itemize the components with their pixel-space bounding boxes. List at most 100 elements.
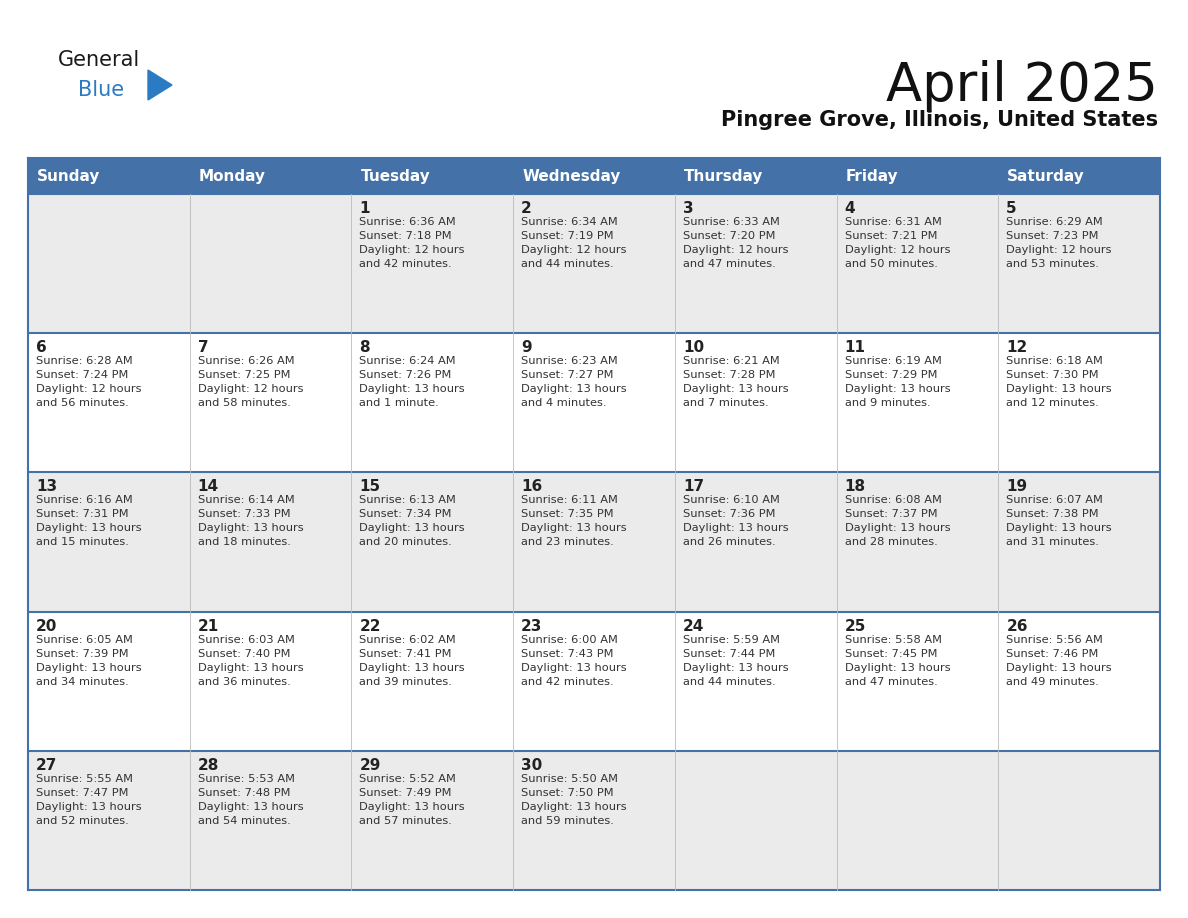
Text: and 9 minutes.: and 9 minutes. (845, 398, 930, 409)
Text: 12: 12 (1006, 341, 1028, 355)
Text: 15: 15 (360, 479, 380, 495)
Text: and 53 minutes.: and 53 minutes. (1006, 259, 1099, 269)
Text: Sunset: 7:36 PM: Sunset: 7:36 PM (683, 509, 776, 520)
Text: 9: 9 (522, 341, 532, 355)
Text: 28: 28 (197, 757, 219, 773)
Text: and 18 minutes.: and 18 minutes. (197, 537, 291, 547)
Text: Sunset: 7:47 PM: Sunset: 7:47 PM (36, 788, 128, 798)
Text: Sunrise: 6:10 AM: Sunrise: 6:10 AM (683, 496, 779, 506)
Text: Sunrise: 6:33 AM: Sunrise: 6:33 AM (683, 217, 779, 227)
Text: and 36 minutes.: and 36 minutes. (197, 677, 290, 687)
Text: and 47 minutes.: and 47 minutes. (845, 677, 937, 687)
Text: and 50 minutes.: and 50 minutes. (845, 259, 937, 269)
Text: Sunrise: 6:26 AM: Sunrise: 6:26 AM (197, 356, 295, 366)
Text: Sunrise: 5:56 AM: Sunrise: 5:56 AM (1006, 634, 1104, 644)
Text: and 20 minutes.: and 20 minutes. (360, 537, 453, 547)
Text: Sunset: 7:35 PM: Sunset: 7:35 PM (522, 509, 614, 520)
Text: Daylight: 13 hours: Daylight: 13 hours (360, 663, 465, 673)
Text: Sunrise: 5:52 AM: Sunrise: 5:52 AM (360, 774, 456, 784)
Text: 6: 6 (36, 341, 46, 355)
Text: Friday: Friday (846, 169, 898, 184)
Text: Daylight: 13 hours: Daylight: 13 hours (360, 523, 465, 533)
Text: Sunset: 7:34 PM: Sunset: 7:34 PM (360, 509, 451, 520)
Text: Daylight: 12 hours: Daylight: 12 hours (360, 245, 465, 255)
Text: Sunrise: 6:18 AM: Sunrise: 6:18 AM (1006, 356, 1104, 366)
Text: Sunset: 7:43 PM: Sunset: 7:43 PM (522, 649, 614, 658)
Text: and 28 minutes.: and 28 minutes. (845, 537, 937, 547)
Text: and 58 minutes.: and 58 minutes. (197, 398, 291, 409)
Text: 23: 23 (522, 619, 543, 633)
Text: Daylight: 13 hours: Daylight: 13 hours (1006, 523, 1112, 533)
Text: Daylight: 13 hours: Daylight: 13 hours (1006, 663, 1112, 673)
Text: Sunrise: 6:14 AM: Sunrise: 6:14 AM (197, 496, 295, 506)
Text: Sunset: 7:27 PM: Sunset: 7:27 PM (522, 370, 614, 380)
Text: 24: 24 (683, 619, 704, 633)
Text: Daylight: 13 hours: Daylight: 13 hours (683, 385, 789, 394)
Text: and 39 minutes.: and 39 minutes. (360, 677, 453, 687)
Text: Sunset: 7:38 PM: Sunset: 7:38 PM (1006, 509, 1099, 520)
Text: Tuesday: Tuesday (360, 169, 430, 184)
Text: Daylight: 12 hours: Daylight: 12 hours (197, 385, 303, 394)
Text: Sunset: 7:50 PM: Sunset: 7:50 PM (522, 788, 614, 798)
Text: 2: 2 (522, 201, 532, 216)
Text: Daylight: 13 hours: Daylight: 13 hours (360, 385, 465, 394)
Text: Sunset: 7:29 PM: Sunset: 7:29 PM (845, 370, 937, 380)
Text: Thursday: Thursday (684, 169, 763, 184)
Text: Sunset: 7:21 PM: Sunset: 7:21 PM (845, 231, 937, 241)
Text: Sunrise: 6:11 AM: Sunrise: 6:11 AM (522, 496, 618, 506)
Text: Sunset: 7:28 PM: Sunset: 7:28 PM (683, 370, 776, 380)
Text: Sunrise: 6:31 AM: Sunrise: 6:31 AM (845, 217, 941, 227)
Text: Daylight: 13 hours: Daylight: 13 hours (197, 663, 303, 673)
Text: Sunrise: 6:08 AM: Sunrise: 6:08 AM (845, 496, 941, 506)
Text: Sunrise: 6:28 AM: Sunrise: 6:28 AM (36, 356, 133, 366)
Text: Daylight: 12 hours: Daylight: 12 hours (522, 245, 626, 255)
Text: Daylight: 13 hours: Daylight: 13 hours (522, 523, 627, 533)
Text: Sunrise: 6:02 AM: Sunrise: 6:02 AM (360, 634, 456, 644)
Text: and 49 minutes.: and 49 minutes. (1006, 677, 1099, 687)
Text: Pingree Grove, Illinois, United States: Pingree Grove, Illinois, United States (721, 110, 1158, 130)
Text: Sunrise: 6:03 AM: Sunrise: 6:03 AM (197, 634, 295, 644)
Text: Saturday: Saturday (1007, 169, 1085, 184)
Text: Daylight: 13 hours: Daylight: 13 hours (845, 663, 950, 673)
Text: 14: 14 (197, 479, 219, 495)
Text: 27: 27 (36, 757, 57, 773)
Text: Sunset: 7:48 PM: Sunset: 7:48 PM (197, 788, 290, 798)
Text: Sunset: 7:44 PM: Sunset: 7:44 PM (683, 649, 776, 658)
Text: 3: 3 (683, 201, 694, 216)
Text: Sunset: 7:30 PM: Sunset: 7:30 PM (1006, 370, 1099, 380)
Text: and 42 minutes.: and 42 minutes. (360, 259, 453, 269)
Text: Sunrise: 5:55 AM: Sunrise: 5:55 AM (36, 774, 133, 784)
Text: 30: 30 (522, 757, 543, 773)
Text: Daylight: 13 hours: Daylight: 13 hours (522, 385, 627, 394)
Polygon shape (148, 70, 172, 100)
Text: 21: 21 (197, 619, 219, 633)
Text: Sunset: 7:31 PM: Sunset: 7:31 PM (36, 509, 128, 520)
Text: Daylight: 13 hours: Daylight: 13 hours (360, 801, 465, 812)
Text: April 2025: April 2025 (886, 60, 1158, 112)
Text: and 15 minutes.: and 15 minutes. (36, 537, 128, 547)
Text: 19: 19 (1006, 479, 1028, 495)
Text: Sunset: 7:41 PM: Sunset: 7:41 PM (360, 649, 451, 658)
Text: Sunset: 7:19 PM: Sunset: 7:19 PM (522, 231, 614, 241)
Text: 8: 8 (360, 341, 369, 355)
Text: 10: 10 (683, 341, 704, 355)
Text: Daylight: 13 hours: Daylight: 13 hours (36, 523, 141, 533)
Text: Sunset: 7:49 PM: Sunset: 7:49 PM (360, 788, 451, 798)
Text: Sunrise: 6:07 AM: Sunrise: 6:07 AM (1006, 496, 1104, 506)
Text: 26: 26 (1006, 619, 1028, 633)
Text: 11: 11 (845, 341, 866, 355)
Text: and 59 minutes.: and 59 minutes. (522, 816, 614, 826)
Text: and 1 minute.: and 1 minute. (360, 398, 440, 409)
Text: General: General (58, 50, 140, 70)
Text: Sunset: 7:26 PM: Sunset: 7:26 PM (360, 370, 451, 380)
Text: Sunset: 7:24 PM: Sunset: 7:24 PM (36, 370, 128, 380)
Text: Daylight: 13 hours: Daylight: 13 hours (522, 801, 627, 812)
Bar (29, 194, 1159, 333)
Text: Daylight: 13 hours: Daylight: 13 hours (683, 663, 789, 673)
Text: and 12 minutes.: and 12 minutes. (1006, 398, 1099, 409)
Text: Sunset: 7:23 PM: Sunset: 7:23 PM (1006, 231, 1099, 241)
Text: Sunrise: 6:16 AM: Sunrise: 6:16 AM (36, 496, 133, 506)
Text: Sunset: 7:37 PM: Sunset: 7:37 PM (845, 509, 937, 520)
Text: Sunrise: 5:59 AM: Sunrise: 5:59 AM (683, 634, 779, 644)
Text: and 44 minutes.: and 44 minutes. (522, 259, 614, 269)
